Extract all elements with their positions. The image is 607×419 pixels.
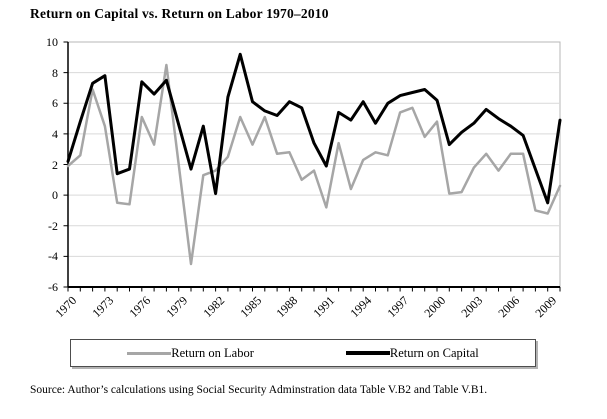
chart-plot: [63, 41, 562, 292]
y-tick-label: 6: [52, 96, 58, 111]
x-tick-label: 2000: [421, 293, 449, 321]
capital-line-sample: [345, 351, 390, 355]
x-tick-label: 1976: [126, 293, 153, 321]
chart-title: Return on Capital vs. Return on Labor 19…: [30, 6, 329, 21]
x-tick-label: 2006: [495, 293, 522, 321]
y-tick-label: -6: [48, 280, 58, 294]
chart-area: 10 8 6 4 2 0 -2 -4 -6 1970 1973 1976 1979 1982 1985 198…: [46, 35, 562, 321]
legend-item-capital: Return on Capital: [345, 345, 479, 361]
series-line-capital: [66, 52, 562, 205]
source-note: Source: Author’s calculations using Soci…: [30, 384, 488, 396]
x-tick-label: 2003: [458, 293, 486, 321]
x-tick-label: 1979: [163, 293, 190, 321]
series-line-labor: [66, 63, 562, 266]
x-tick-label: 1991: [310, 293, 338, 321]
x-tick-label: 1997: [384, 293, 412, 321]
y-tick-label: 2: [52, 157, 58, 172]
y-tick-label: 0: [52, 188, 58, 203]
legend-label-labor: Return on Labor: [171, 345, 254, 360]
x-tick-label: 1973: [89, 293, 117, 321]
labor-line-sample: [127, 351, 172, 355]
x-tick-label: 1970: [52, 293, 80, 321]
y-tick-label: 8: [52, 65, 58, 80]
y-tick-label: -4: [48, 249, 58, 264]
x-tick-label: 1994: [347, 293, 375, 321]
legend-label-capital: Return on Capital: [389, 345, 479, 360]
y-tick-label: 4: [52, 126, 58, 141]
y-tick-label: 10: [46, 35, 58, 49]
x-tick-label: 1982: [199, 293, 227, 321]
legend-box: Return on Labor Return on Capital: [70, 339, 536, 367]
y-tick-label: -2: [48, 218, 58, 233]
x-tick-label: 1985: [236, 293, 264, 321]
legend-item-labor: Return on Labor: [127, 346, 254, 361]
x-tick-label: 2009: [532, 293, 559, 321]
x-tick-label: 1988: [273, 293, 301, 321]
